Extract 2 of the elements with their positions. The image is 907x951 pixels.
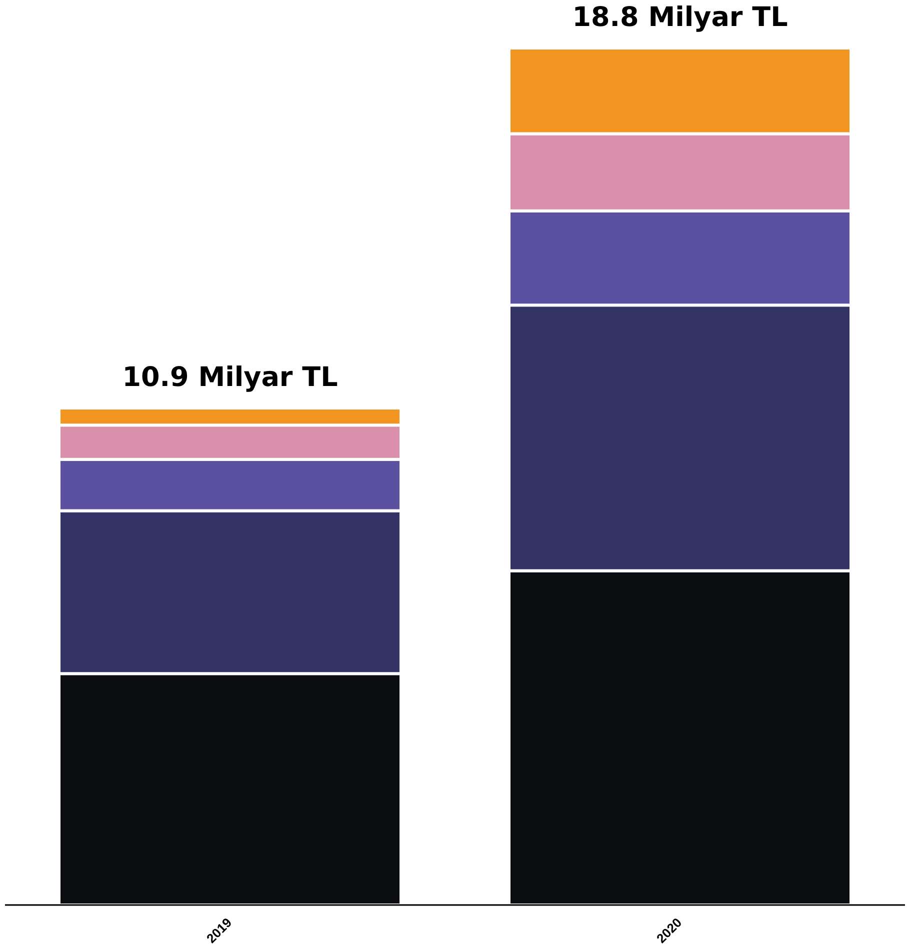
annotation: 10.9 Milyar TL [122,362,338,393]
text: 18.8 Milyar TL [572,2,788,33]
